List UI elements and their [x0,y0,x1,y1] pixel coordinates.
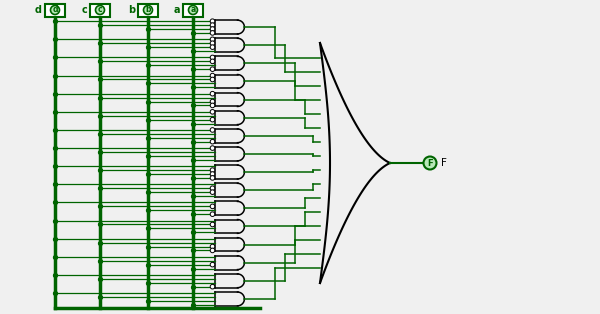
Text: b: b [128,5,135,15]
Circle shape [424,156,437,170]
Circle shape [210,55,215,60]
Circle shape [210,31,215,35]
Circle shape [210,73,215,78]
Bar [90,3,110,17]
Circle shape [50,6,59,14]
Circle shape [210,91,215,96]
Circle shape [210,23,215,27]
Circle shape [210,244,215,249]
Circle shape [210,103,215,108]
Text: a: a [190,6,196,14]
Circle shape [210,212,215,216]
Bar [183,3,203,17]
Text: c: c [98,6,103,14]
Circle shape [210,204,215,209]
Text: b: b [145,6,151,14]
Circle shape [210,37,215,42]
Circle shape [210,110,215,114]
Circle shape [210,99,215,104]
Text: d: d [52,6,58,14]
Circle shape [210,248,215,253]
Circle shape [210,27,215,31]
Circle shape [143,6,152,14]
Circle shape [210,41,215,46]
Circle shape [210,168,215,172]
Text: F: F [441,158,447,168]
Circle shape [210,139,215,144]
Text: c: c [81,5,87,15]
Circle shape [210,59,215,64]
Circle shape [210,190,215,194]
Circle shape [188,6,197,14]
Circle shape [210,284,215,289]
Circle shape [210,117,215,122]
Text: F: F [427,159,433,167]
Circle shape [210,67,215,72]
Circle shape [210,186,215,191]
Text: d: d [35,5,42,15]
Circle shape [210,172,215,176]
Text: a: a [173,5,180,15]
Bar [138,3,158,17]
Circle shape [210,45,215,49]
Circle shape [210,146,215,150]
Circle shape [210,19,215,24]
Circle shape [210,176,215,180]
Circle shape [210,77,215,82]
Circle shape [210,128,215,132]
Circle shape [210,262,215,267]
Bar [45,3,65,17]
Circle shape [210,222,215,227]
Circle shape [95,6,104,14]
